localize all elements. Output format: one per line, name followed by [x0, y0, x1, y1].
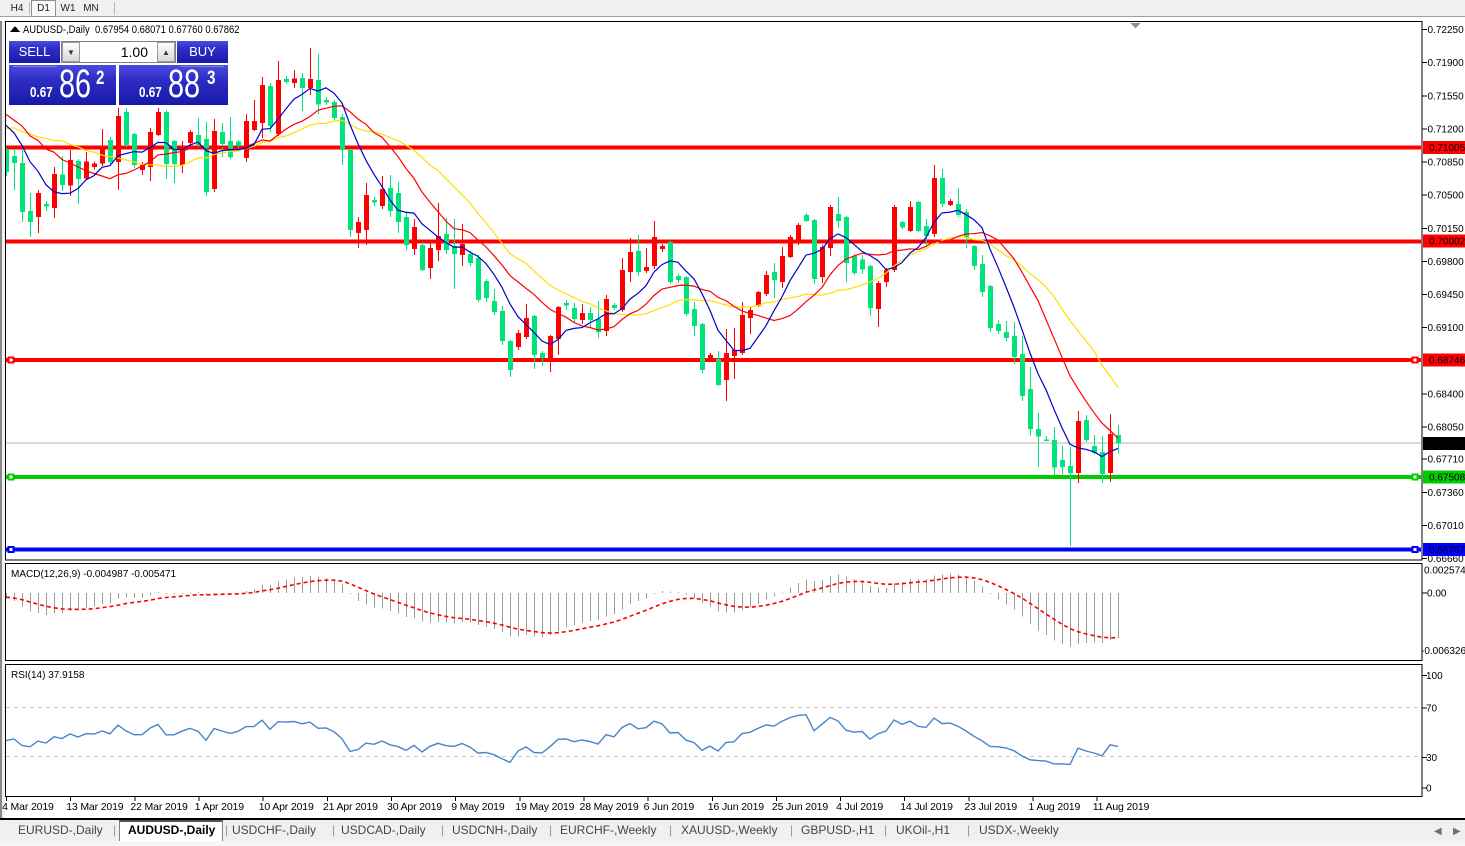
svg-text:10 Apr 2019: 10 Apr 2019: [259, 801, 314, 813]
svg-text:22 Mar 2019: 22 Mar 2019: [130, 801, 188, 813]
svg-text:RSI(14) 37.9158: RSI(14) 37.9158: [11, 670, 85, 681]
svg-text:4 Jul 2019: 4 Jul 2019: [836, 801, 883, 813]
svg-text:0.70002: 0.70002: [1429, 237, 1465, 248]
svg-text:0.66767: 0.66767: [1429, 545, 1465, 556]
svg-text:0.68050: 0.68050: [1428, 423, 1465, 434]
svg-text:21 Apr 2019: 21 Apr 2019: [323, 801, 378, 813]
svg-text:30 Apr 2019: 30 Apr 2019: [387, 801, 442, 813]
svg-text:0.69100: 0.69100: [1428, 323, 1465, 334]
svg-text:0.00: 0.00: [1427, 589, 1447, 600]
svg-text:11 Aug 2019: 11 Aug 2019: [1093, 801, 1150, 813]
svg-text:0.69800: 0.69800: [1428, 257, 1465, 268]
svg-text:28 May 2019: 28 May 2019: [580, 801, 639, 813]
svg-text:0.68400: 0.68400: [1428, 389, 1465, 400]
svg-text:0.71550: 0.71550: [1428, 91, 1465, 102]
svg-text:AUDUSD-,Daily 0.67954 0.68071: AUDUSD-,Daily 0.67954 0.68071 0.67760 0.…: [23, 24, 240, 36]
svg-text:0.67360: 0.67360: [1428, 488, 1465, 499]
svg-text:19 May 2019: 19 May 2019: [515, 801, 574, 813]
svg-text:9 May 2019: 9 May 2019: [451, 801, 505, 813]
svg-text:16 Jun 2019: 16 Jun 2019: [708, 801, 764, 813]
svg-text:0.70500: 0.70500: [1428, 191, 1465, 202]
svg-text:30: 30: [1426, 753, 1438, 764]
svg-text:6 Jun 2019: 6 Jun 2019: [644, 801, 695, 813]
svg-text:0.66660: 0.66660: [1428, 554, 1465, 565]
svg-text:0.67862: 0.67862: [1429, 439, 1465, 450]
svg-text:0.67710: 0.67710: [1428, 455, 1465, 466]
svg-text:0.72250: 0.72250: [1428, 25, 1465, 36]
svg-text:0.70150: 0.70150: [1428, 224, 1465, 235]
svg-text:0.68746: 0.68746: [1429, 355, 1465, 366]
svg-text:0.71200: 0.71200: [1428, 124, 1465, 135]
svg-text:0: 0: [1426, 784, 1432, 795]
svg-text:1 Aug 2019: 1 Aug 2019: [1029, 801, 1081, 813]
svg-text:1 Apr 2019: 1 Apr 2019: [195, 801, 245, 813]
svg-text:MACD(12,26,9) -0.004987 -0.005: MACD(12,26,9) -0.004987 -0.005471: [11, 569, 177, 580]
svg-text:0.67508: 0.67508: [1429, 472, 1465, 483]
svg-text:23 Jul 2019: 23 Jul 2019: [964, 801, 1017, 813]
svg-text:0.70850: 0.70850: [1428, 158, 1465, 169]
svg-text:0.69450: 0.69450: [1428, 290, 1465, 301]
svg-text:0.71005: 0.71005: [1429, 143, 1465, 154]
svg-text:0.71900: 0.71900: [1428, 58, 1465, 69]
svg-text:-0.006326: -0.006326: [1421, 646, 1465, 657]
svg-text:14 Jul 2019: 14 Jul 2019: [900, 801, 953, 813]
svg-text:100: 100: [1426, 671, 1443, 682]
svg-text:70: 70: [1426, 704, 1438, 715]
svg-text:0.002574: 0.002574: [1424, 565, 1465, 576]
svg-text:0.67010: 0.67010: [1428, 521, 1465, 532]
svg-text:4 Mar 2019: 4 Mar 2019: [2, 801, 54, 813]
svg-text:13 Mar 2019: 13 Mar 2019: [66, 801, 124, 813]
svg-text:25 Jun 2019: 25 Jun 2019: [772, 801, 828, 813]
